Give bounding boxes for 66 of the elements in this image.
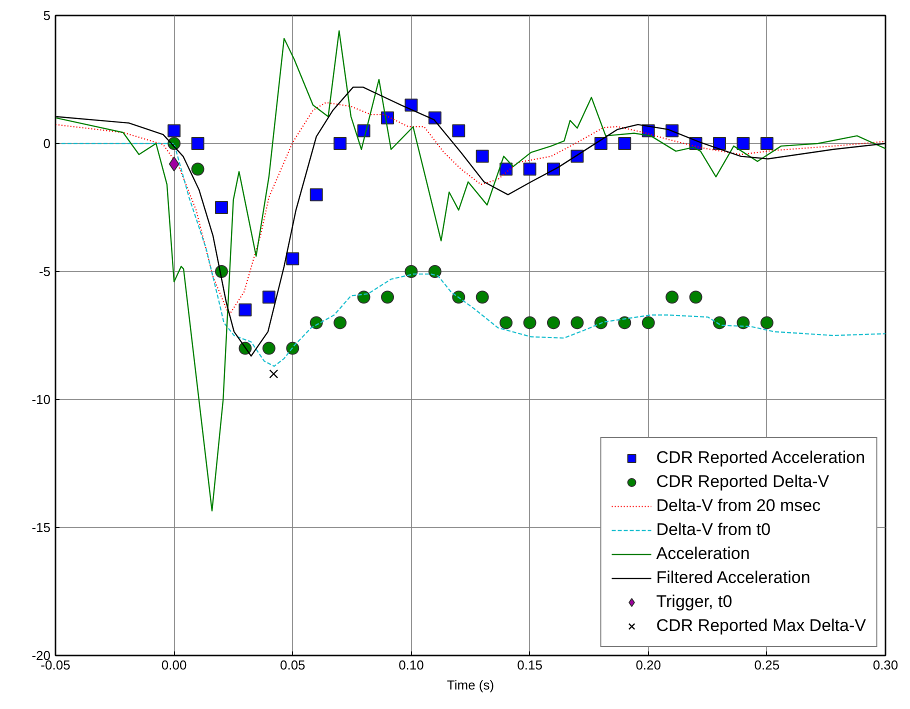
legend-label: Trigger, t0	[656, 592, 732, 612]
x-tick-label: 0.20	[636, 658, 662, 672]
point	[713, 137, 726, 150]
x-tick-label: 0.25	[754, 658, 780, 672]
point	[713, 316, 726, 330]
point	[357, 290, 370, 304]
point	[594, 137, 608, 150]
legend-label: Filtered Acceleration	[656, 568, 810, 588]
x-tick-label: 0.30	[872, 658, 898, 672]
legend-label: CDR Reported Max Delta-V	[656, 616, 866, 636]
point	[286, 342, 300, 355]
x-tick-label: 0.05	[280, 658, 306, 672]
point	[642, 316, 655, 330]
line-series	[56, 102, 886, 316]
point	[310, 316, 323, 330]
point	[523, 162, 536, 176]
y-tick-label: -5	[38, 264, 51, 279]
point	[286, 252, 300, 266]
legend-label: Acceleration	[656, 544, 750, 564]
point	[736, 316, 750, 330]
point	[428, 111, 442, 124]
point	[191, 162, 204, 176]
point	[191, 137, 204, 150]
y-tick-label: -10	[32, 392, 51, 407]
point	[262, 290, 276, 304]
line-series	[56, 30, 886, 512]
point	[452, 290, 466, 304]
point	[476, 290, 489, 304]
point	[476, 150, 489, 163]
x-tick-label: 0.10	[398, 658, 424, 672]
point	[334, 137, 347, 150]
point	[381, 290, 394, 304]
point	[404, 265, 418, 278]
legend-label: CDR Reported Delta-V	[656, 472, 830, 492]
point	[666, 290, 679, 304]
point	[689, 290, 702, 304]
point	[500, 316, 513, 330]
point	[618, 316, 632, 330]
point	[736, 137, 750, 150]
point	[570, 316, 584, 330]
point	[428, 265, 442, 278]
legend-label: Delta-V from t0	[656, 520, 771, 540]
y-tick-label: 0	[43, 136, 51, 151]
x-tick-label: 0.15	[517, 658, 542, 672]
point	[238, 303, 252, 316]
point	[168, 124, 181, 138]
point	[262, 342, 276, 355]
y-tick-label: -15	[32, 520, 51, 535]
point	[168, 156, 180, 172]
point	[760, 316, 774, 330]
point	[404, 98, 418, 112]
point	[760, 137, 774, 150]
x-axis-title: Time (s)	[446, 678, 494, 692]
x-tick-label: 0.00	[161, 658, 187, 672]
point	[269, 369, 278, 378]
point	[594, 316, 608, 330]
point	[452, 124, 466, 138]
point	[334, 316, 347, 330]
y-tick-label: 5	[43, 8, 51, 23]
legend-label: CDR Reported Acceleration	[656, 448, 866, 468]
point	[215, 201, 228, 214]
point	[523, 316, 536, 330]
point	[618, 137, 632, 150]
point	[310, 188, 323, 202]
point	[547, 316, 560, 330]
legend-label: Delta-V from 20 msec	[656, 496, 821, 516]
